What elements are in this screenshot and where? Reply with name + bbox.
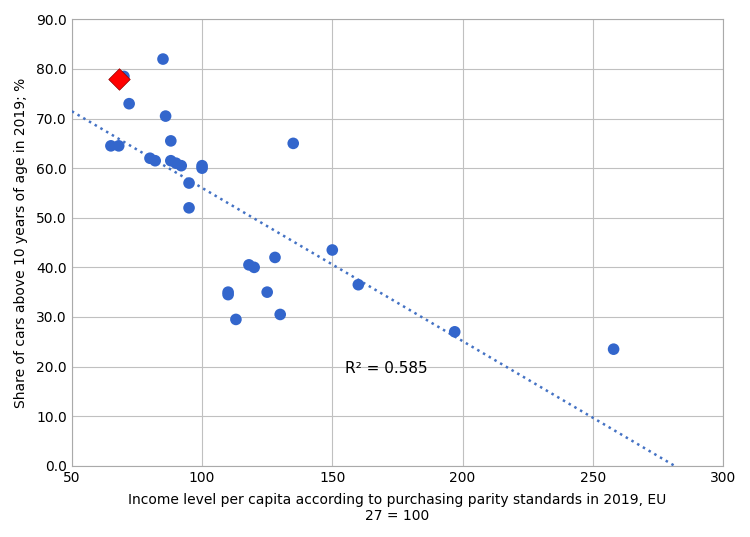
Point [326,246,338,255]
Y-axis label: Share of cars above 10 years of age in 2019; %: Share of cars above 10 years of age in 2… [14,77,28,408]
Point [243,260,255,269]
Point [118,72,130,81]
Point [222,291,234,299]
Point [157,55,169,63]
Point [248,263,260,272]
Point [165,156,177,165]
Point [448,328,460,336]
Point [230,315,242,324]
Point [196,164,208,172]
Point [105,142,117,150]
Point [183,204,195,212]
Text: R² = 0.585: R² = 0.585 [345,361,428,376]
Point [112,142,125,150]
Point [196,162,208,170]
X-axis label: Income level per capita according to purchasing parity standards in 2019, EU
27 : Income level per capita according to pur… [128,493,667,523]
Point [222,288,234,296]
Point [608,345,619,353]
Point [274,310,286,319]
Point [183,179,195,187]
Point [149,156,161,165]
Point [165,136,177,145]
Point [112,75,125,83]
Point [144,154,156,163]
Point [261,288,273,296]
Point [123,99,135,108]
Point [287,139,299,148]
Point [170,159,182,168]
Point [160,112,172,120]
Point [176,162,188,170]
Point [352,280,364,289]
Point [269,253,281,262]
